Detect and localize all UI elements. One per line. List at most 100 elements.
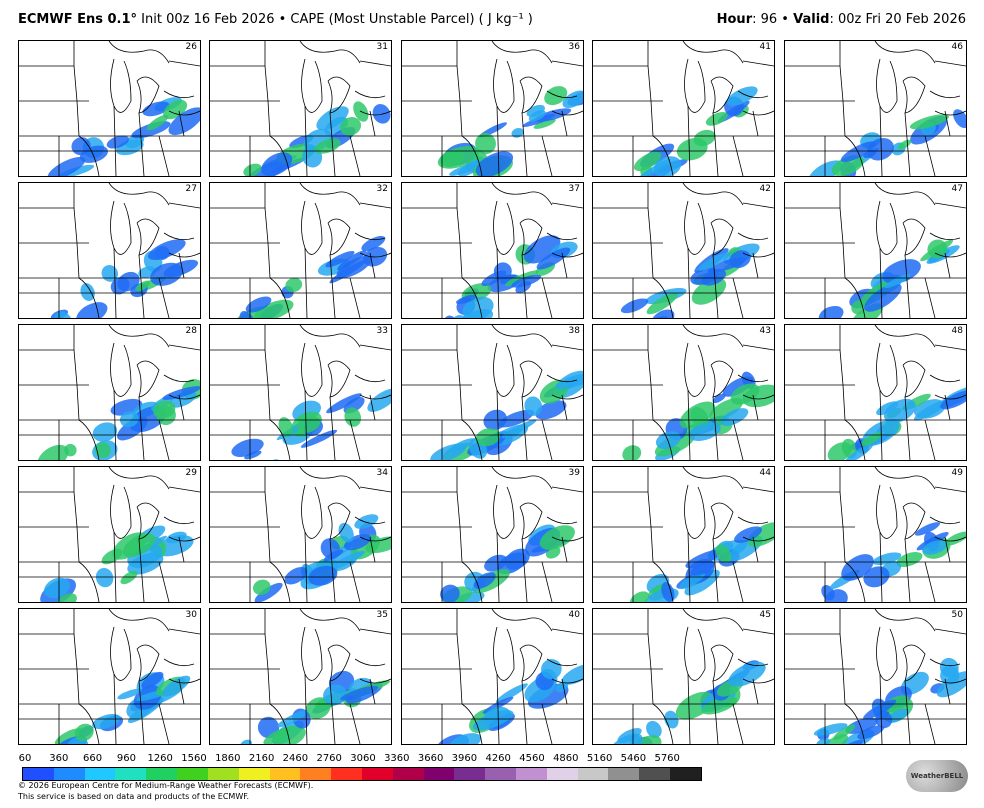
map-panel: 45 — [592, 608, 775, 745]
cape-blob — [884, 274, 911, 289]
map — [19, 467, 200, 602]
cape-blob — [473, 572, 496, 589]
map-panel: 26 — [18, 40, 201, 177]
boundary — [264, 491, 271, 563]
cape-blob — [922, 540, 947, 555]
cape-field — [431, 659, 583, 744]
boundary — [269, 277, 291, 318]
cape-blob — [533, 118, 556, 129]
boundary — [541, 135, 553, 176]
map — [785, 183, 966, 318]
cape-blob — [690, 560, 715, 576]
cape-field — [252, 514, 391, 602]
boundary — [876, 626, 898, 681]
boundary — [359, 60, 391, 67]
map — [19, 41, 200, 176]
color-swatch — [639, 768, 671, 780]
boundary — [301, 342, 323, 397]
boundary — [839, 633, 846, 705]
cape-blob — [475, 132, 496, 155]
colorbar-tick-label: 2460 — [282, 753, 309, 764]
cape-blob — [701, 696, 738, 715]
map-panel: 46 — [784, 40, 967, 177]
boundary — [684, 200, 706, 255]
boundary — [752, 536, 759, 563]
boundary — [944, 678, 951, 705]
color-swatch — [238, 768, 270, 780]
cape-blob — [661, 582, 675, 602]
boundary — [902, 502, 926, 540]
boundary — [178, 536, 185, 563]
cape-blob — [92, 713, 121, 730]
cape-blob — [646, 292, 678, 315]
boundary — [304, 673, 308, 744]
cape-blob — [47, 156, 86, 176]
color-swatch — [392, 768, 424, 780]
boundary — [551, 536, 583, 542]
boundary — [876, 342, 898, 397]
boundary — [712, 538, 719, 602]
cape-blob — [864, 283, 902, 312]
boundary — [541, 703, 553, 744]
map-panel: 44 — [592, 466, 775, 603]
map-panel: 42 — [592, 182, 775, 319]
cape-blob — [698, 252, 731, 271]
boundary — [493, 58, 515, 113]
boundary — [327, 644, 351, 682]
boundary — [210, 325, 266, 351]
cape-blob — [720, 408, 749, 426]
boundary — [78, 135, 100, 176]
boundary — [110, 484, 132, 539]
colorbar-tick-label: 4260 — [485, 753, 511, 764]
cape-blob — [261, 152, 293, 176]
cape-blob — [927, 239, 948, 259]
boundary — [78, 419, 100, 460]
boundary — [934, 628, 966, 635]
boundary — [546, 516, 578, 525]
cape-blob — [254, 582, 283, 602]
boundary — [158, 561, 170, 602]
boundary — [844, 135, 866, 176]
map-panel: 35 — [209, 608, 392, 745]
cape-field — [633, 86, 758, 176]
boundary — [785, 467, 841, 493]
cape-blob — [685, 550, 721, 569]
cape-blob — [679, 572, 705, 589]
cape-blob — [340, 685, 379, 701]
boundary — [879, 531, 883, 602]
boundary — [327, 502, 351, 540]
cape-blob — [314, 138, 341, 154]
cape-blob — [831, 155, 864, 176]
cape-blob — [101, 265, 118, 282]
map — [210, 41, 391, 176]
boundary — [712, 112, 719, 176]
boundary — [521, 396, 528, 460]
boundary — [682, 609, 744, 632]
boundary — [402, 183, 458, 209]
member-number: 45 — [759, 610, 771, 620]
boundary — [359, 486, 391, 493]
cape-blob — [882, 259, 921, 284]
boundary — [647, 491, 654, 563]
boundary — [904, 538, 911, 602]
boundary — [402, 325, 458, 351]
boundary — [493, 484, 515, 539]
boundary — [349, 703, 361, 744]
cape-blob — [239, 311, 256, 318]
cape-blob — [953, 109, 966, 129]
boundary — [839, 491, 846, 563]
boundary — [136, 76, 160, 114]
cape-blob — [300, 429, 338, 448]
cape-blob — [252, 579, 271, 596]
boundary — [138, 396, 145, 460]
boundary — [593, 183, 649, 209]
boundary — [879, 673, 883, 744]
init: Init 00z 16 Feb 2026 • CAPE (Most Unstab… — [141, 12, 533, 27]
cape-blob — [449, 163, 479, 176]
map — [593, 467, 774, 602]
member-number: 43 — [759, 326, 771, 336]
map-panel: 49 — [784, 466, 967, 603]
boundary — [301, 626, 323, 681]
color-swatch — [177, 768, 208, 780]
model: ECMWF Ens 0.1° — [18, 12, 138, 27]
